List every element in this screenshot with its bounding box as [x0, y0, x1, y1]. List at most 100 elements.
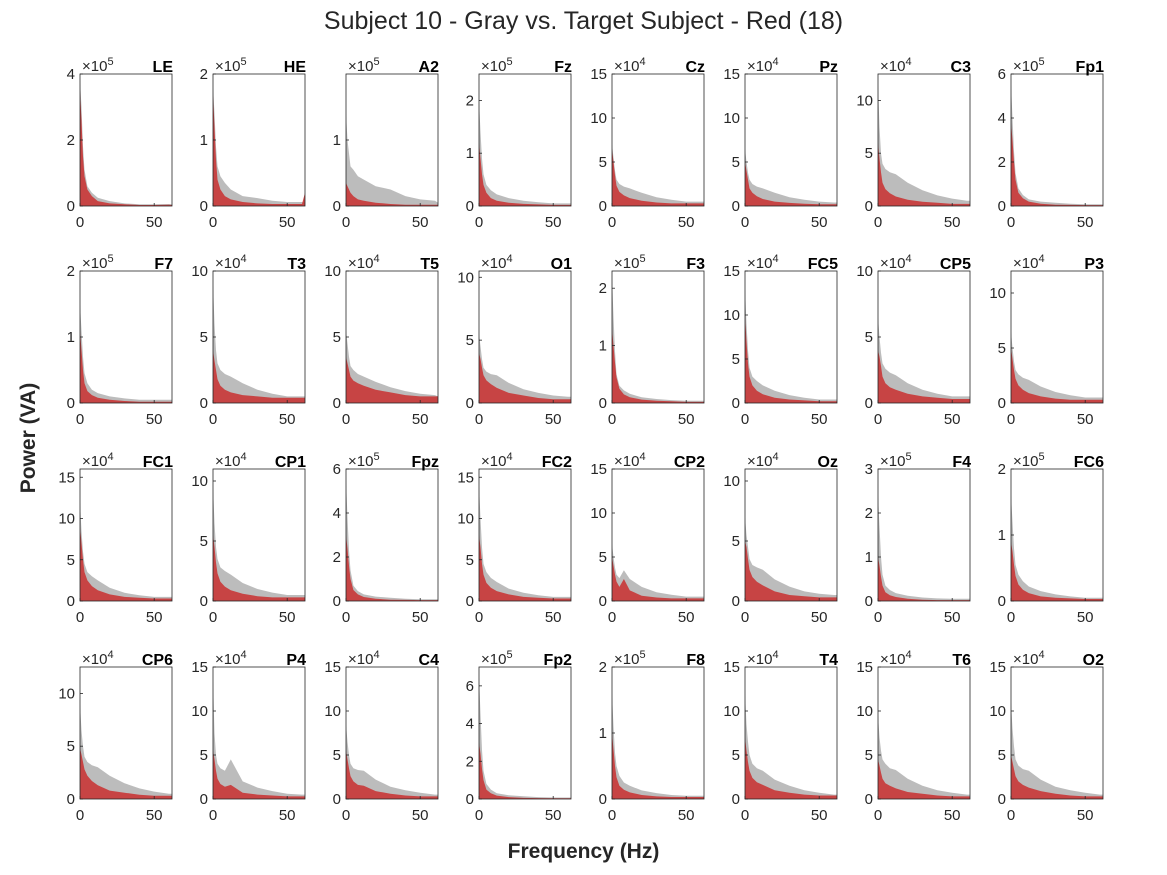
y-tick-label: 15 — [723, 659, 740, 676]
x-tick-label: 50 — [412, 411, 429, 428]
y-tick-label: 1 — [200, 132, 208, 149]
subplot-f3: 0 1 2 0 50 ×105 F3 — [599, 253, 705, 428]
y-tick-label: 10 — [989, 285, 1006, 302]
y-tick-label: 10 — [590, 505, 607, 522]
x-tick-label: 50 — [1077, 411, 1094, 428]
y-tick-label: 10 — [324, 703, 341, 720]
axes-box — [877, 73, 971, 207]
y-tick-label: 5 — [67, 738, 75, 755]
y-tick-label: 0 — [333, 395, 341, 412]
x-tick-label: 50 — [944, 214, 961, 231]
y-tick-label: 5 — [732, 154, 740, 171]
y-tick-label: 0 — [200, 593, 208, 610]
y-exponent-label: ×104 — [215, 649, 247, 668]
y-tick-label: 1 — [998, 527, 1006, 544]
x-tick-label: 50 — [545, 807, 562, 824]
subplot-title: F3 — [686, 256, 705, 273]
subplot-title: T6 — [952, 652, 971, 669]
x-tick-label: 50 — [545, 609, 562, 626]
y-tick-label: 4 — [333, 505, 341, 522]
subplot-title: Fz — [554, 59, 572, 76]
subplot-title: T5 — [420, 256, 439, 273]
y-tick-label: 10 — [856, 703, 873, 720]
y-tick-label: 5 — [998, 340, 1006, 357]
y-tick-label: 15 — [590, 461, 607, 478]
y-tick-label: 0 — [599, 395, 607, 412]
x-tick-label: 0 — [76, 807, 84, 824]
series-red-area — [346, 750, 438, 799]
subplot-title: C3 — [951, 59, 972, 76]
y-tick-label: 5 — [732, 533, 740, 550]
axes-box — [1010, 270, 1104, 404]
y-tick-label: 10 — [723, 703, 740, 720]
y-tick-label: 5 — [732, 747, 740, 764]
axes-box — [79, 73, 173, 207]
series-gray-area — [878, 84, 970, 206]
y-tick-label: 15 — [324, 659, 341, 676]
y-exponent-label: ×105 — [348, 56, 380, 75]
x-tick-label: 50 — [545, 411, 562, 428]
y-tick-label: 2 — [998, 461, 1006, 478]
series-red-area — [213, 750, 305, 799]
subplot-t6: 0 5 10 15 0 50 ×104 T6 — [856, 649, 971, 824]
x-tick-label: 0 — [608, 807, 616, 824]
x-tick-label: 50 — [944, 807, 961, 824]
y-tick-label: 6 — [466, 678, 474, 695]
y-tick-label: 0 — [466, 395, 474, 412]
series-gray-area — [612, 693, 704, 799]
y-tick-label: 5 — [599, 549, 607, 566]
axes-box — [611, 468, 705, 602]
y-exponent-label: ×104 — [880, 56, 912, 75]
y-tick-label: 0 — [732, 198, 740, 215]
subplot-title: HE — [284, 59, 307, 76]
subplot-p4: 0 5 10 15 0 50 ×104 P4 — [191, 649, 306, 824]
axes-box — [1010, 73, 1104, 207]
subplot-title: P3 — [1084, 256, 1104, 273]
axes-box — [611, 73, 705, 207]
y-tick-label: 1 — [466, 145, 474, 162]
y-exponent-label: ×104 — [747, 649, 779, 668]
axes-box — [744, 666, 838, 800]
y-tick-label: 2 — [67, 263, 75, 280]
y-exponent-label: ×105 — [481, 56, 513, 75]
subplot-title: A2 — [419, 59, 440, 76]
x-tick-label: 0 — [209, 214, 217, 231]
y-tick-label: 0 — [200, 198, 208, 215]
y-exponent-label: ×104 — [215, 451, 247, 470]
y-tick-label: 1 — [599, 725, 607, 742]
series-gray-area — [80, 502, 172, 601]
subplot-a2: 0 1 0 50 ×105 A2 — [333, 56, 439, 231]
series-gray-area — [346, 480, 438, 601]
y-tick-label: 10 — [457, 269, 474, 286]
subplot-title: FC1 — [143, 454, 173, 471]
x-tick-label: 0 — [1007, 807, 1015, 824]
x-tick-label: 0 — [874, 411, 882, 428]
y-exponent-label: ×104 — [880, 649, 912, 668]
subplot-title: CP1 — [275, 454, 306, 471]
y-tick-label: 0 — [67, 395, 75, 412]
y-tick-label: 15 — [58, 469, 75, 486]
series-red-area — [1011, 348, 1103, 403]
series-red-area — [878, 142, 970, 206]
series-red-area — [878, 759, 970, 799]
y-tick-label: 5 — [732, 351, 740, 368]
y-tick-label: 0 — [599, 791, 607, 808]
subplot-fc2: 0 5 10 15 0 50 ×104 FC2 — [457, 451, 572, 626]
series-gray-area — [745, 288, 837, 403]
axes-box — [611, 666, 705, 800]
axes-box — [79, 468, 173, 602]
series-gray-area — [213, 680, 305, 799]
series-gray-area — [1011, 702, 1103, 799]
y-tick-label: 5 — [865, 329, 873, 346]
x-tick-label: 0 — [475, 609, 483, 626]
y-tick-label: 0 — [732, 593, 740, 610]
series-gray-area — [612, 144, 704, 206]
x-tick-label: 50 — [1077, 807, 1094, 824]
y-tick-label: 3 — [865, 461, 873, 478]
y-tick-label: 15 — [723, 66, 740, 83]
series-gray-area — [479, 333, 571, 403]
axes-box — [744, 270, 838, 404]
x-tick-label: 50 — [279, 411, 296, 428]
series-gray-area — [878, 495, 970, 601]
axes-box — [79, 666, 173, 800]
